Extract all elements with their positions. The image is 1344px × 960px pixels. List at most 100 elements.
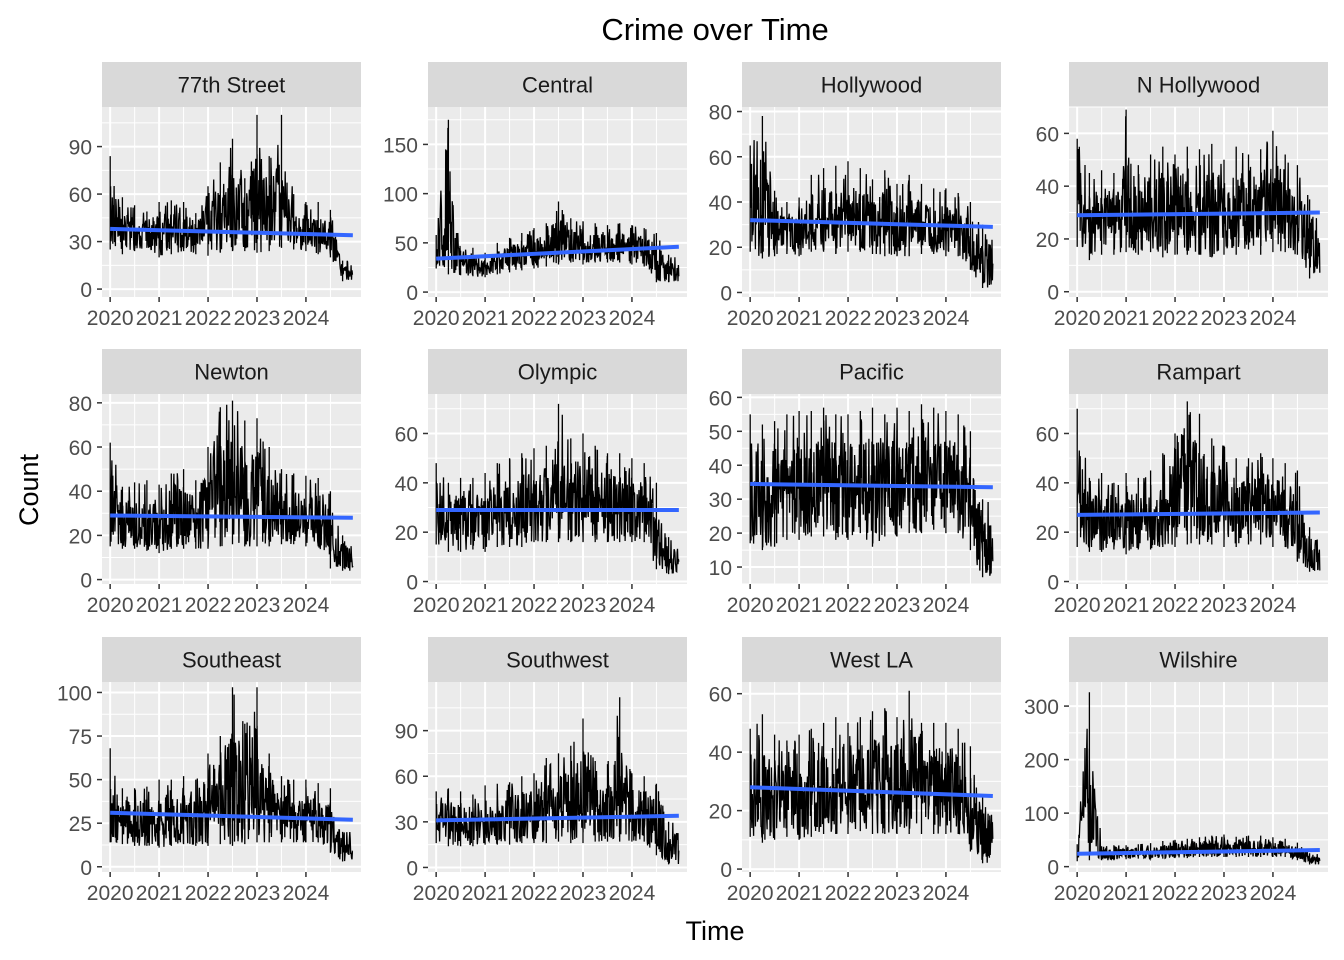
series-line-daily-count: [749, 404, 994, 578]
x-tick-label: 2024: [923, 307, 970, 330]
x-tick-label: 2022: [185, 307, 232, 330]
x-tick-label: 2023: [874, 594, 921, 617]
y-tick-label: 60: [709, 147, 732, 170]
x-tick-label: 2022: [1152, 307, 1199, 330]
y-tick-label: 40: [1036, 473, 1059, 496]
x-tick-label: 2023: [874, 882, 921, 905]
x-tick-label: 2020: [87, 882, 134, 905]
trend-line: [1077, 848, 1320, 856]
y-tick-label: 100: [383, 184, 418, 207]
x-tick-label: 2024: [609, 307, 656, 330]
y-tick-label: 20: [709, 523, 732, 546]
y-tick-label: 0: [1047, 857, 1059, 880]
facet-strip-label: Newton: [194, 360, 269, 385]
x-tick-label: 2020: [413, 307, 460, 330]
y-tick-label: 40: [709, 192, 732, 215]
facet-panel-n-hollywood: N Hollywood 0 20 40 60 2020 2021 2022 2023 2024: [1036, 62, 1328, 330]
x-tick-label: 2021: [136, 594, 183, 617]
facet-panel-olympic: Olympic 0 20 40 60 2020 2021 2022 2023 2024: [395, 349, 687, 617]
y-tick-label: 75: [69, 726, 92, 749]
facet-strip: [1069, 62, 1328, 107]
facet-panel-southeast: Southeast 0 25 50 75 100 2020 2021 2022 2023 2024: [57, 637, 361, 905]
facet-panel-wilshire: Wilshire 0 100 200 300 2020 2021 2022 2023 2024: [1024, 637, 1328, 905]
facet-strip-label: West LA: [830, 648, 913, 673]
x-tick-label: 2023: [234, 307, 281, 330]
facet-panel-pacific: Pacific 10 20 30 40 50 60 2020 2021 2022 2023 2024: [709, 349, 1001, 617]
y-tick-label: 25: [69, 813, 92, 836]
y-axis-label: Count: [14, 453, 44, 526]
y-tick-label: 60: [69, 437, 92, 460]
facet-panel-newton: Newton 0 20 40 60 80 2020 2021 2022 2023 2024: [69, 349, 361, 617]
facet-strip: [742, 349, 1001, 394]
facet-strip-label: Southeast: [182, 648, 281, 673]
x-tick-label: 2022: [825, 594, 872, 617]
x-tick-label: 2024: [923, 882, 970, 905]
x-tick-label: 2023: [234, 882, 281, 905]
x-tick-label: 2024: [283, 882, 330, 905]
y-tick-label: 20: [709, 801, 732, 824]
y-tick-label: 60: [1036, 423, 1059, 446]
x-tick-label: 2024: [1250, 882, 1297, 905]
y-tick-label: 20: [709, 237, 732, 260]
x-tick-label: 2024: [609, 882, 656, 905]
x-tick-label: 2021: [1103, 882, 1150, 905]
facet-strip-label: Pacific: [839, 360, 904, 385]
facet-strip: [1069, 349, 1328, 394]
y-tick-label: 50: [709, 421, 732, 444]
x-tick-label: 2020: [727, 307, 774, 330]
facet-strip-label: Central: [522, 73, 593, 98]
trend-line: [750, 218, 993, 229]
trend-line: [1077, 510, 1320, 517]
trend-line: [110, 513, 353, 520]
y-tick-label: 40: [709, 742, 732, 765]
facet-strip-label: N Hollywood: [1137, 73, 1261, 98]
y-tick-label: 0: [80, 857, 92, 880]
x-tick-label: 2021: [776, 594, 823, 617]
x-tick-label: 2020: [1054, 882, 1101, 905]
facet-panel-rampart: Rampart 0 20 40 60 2020 2021 2022 2023 2024: [1036, 349, 1328, 617]
x-tick-label: 2023: [560, 882, 607, 905]
x-tick-label: 2022: [511, 307, 558, 330]
facet-strip: [1069, 637, 1328, 682]
x-tick-label: 2020: [727, 594, 774, 617]
facet-strip-label: Southwest: [506, 648, 609, 673]
y-tick-label: 60: [395, 423, 418, 446]
facet-strip-label: Wilshire: [1159, 648, 1237, 673]
x-tick-label: 2023: [560, 594, 607, 617]
x-tick-label: 2021: [776, 307, 823, 330]
facet-strip-label: Olympic: [518, 360, 597, 385]
y-tick-label: 100: [1024, 803, 1059, 826]
y-tick-label: 200: [1024, 750, 1059, 773]
x-tick-label: 2021: [462, 594, 509, 617]
x-tick-label: 2020: [413, 882, 460, 905]
facet-strip: [428, 62, 687, 107]
x-tick-label: 2021: [136, 882, 183, 905]
series-line-daily-count: [109, 687, 354, 862]
x-tick-label: 2021: [776, 882, 823, 905]
trend-line: [1077, 210, 1320, 218]
y-tick-label: 20: [1036, 522, 1059, 545]
y-tick-label: 0: [1047, 572, 1059, 595]
facet-strip: [742, 637, 1001, 682]
x-tick-label: 2022: [511, 882, 558, 905]
chart-title: Crime over Time: [601, 12, 828, 47]
facet-strip: [102, 62, 361, 107]
y-tick-label: 60: [1036, 123, 1059, 146]
y-tick-label: 300: [1024, 696, 1059, 719]
x-tick-label: 2023: [1201, 307, 1248, 330]
x-axis-label: Time: [686, 916, 745, 946]
facet-panel-southwest: Southwest 0 30 60 90 2020 2021 2022 2023 2024: [395, 637, 687, 905]
x-tick-label: 2023: [1201, 594, 1248, 617]
y-tick-label: 100: [57, 682, 92, 705]
facet-panel-hollywood: Hollywood 0 20 40 60 80 2020 2021 2022 2023 2024: [709, 62, 1001, 330]
x-tick-label: 2022: [1152, 594, 1199, 617]
x-tick-label: 2022: [185, 882, 232, 905]
trend-line: [750, 481, 993, 490]
y-tick-label: 60: [709, 387, 732, 410]
x-tick-label: 2024: [1250, 307, 1297, 330]
trend-line: [436, 813, 679, 823]
x-tick-label: 2020: [87, 594, 134, 617]
x-tick-label: 2020: [1054, 594, 1101, 617]
